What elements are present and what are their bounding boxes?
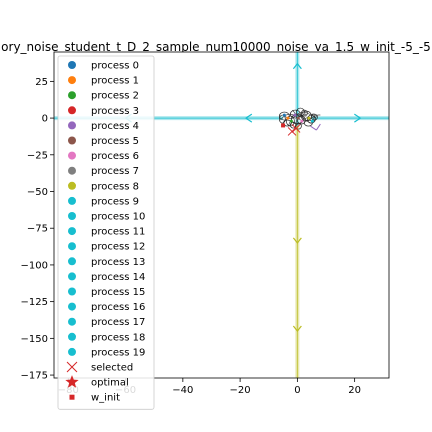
trajectory-loop [279,114,286,124]
series-arrow-0-1 [292,325,302,332]
legend-marker [65,375,79,388]
trajectory-loop [290,121,297,129]
legend-marker [68,302,76,311]
w-init-marker [281,123,286,128]
legend-label: process 17 [91,317,145,328]
legend-marker [68,227,76,236]
y-axis: 25 0 −25 −50 −75 −100 −125 −150 −175 [21,77,54,382]
legend-marker [68,91,76,100]
x-tick-label: −20 [230,385,251,396]
process-endpoint [286,116,290,120]
legend-box [57,55,155,410]
legend-marker [68,272,76,281]
legend-label: process 8 [91,181,139,192]
legend-label: process 3 [91,106,139,117]
x-tick-label: −40 [172,385,193,396]
trajectory-arrow [310,123,321,131]
legend-label: process 15 [91,287,145,298]
selected-marker [287,127,297,136]
legend-marker [68,212,76,220]
legend-marker [68,287,76,296]
legend-label: process 4 [91,121,139,132]
legend-marker [68,196,76,205]
y-tick-label: −50 [27,187,48,198]
legend-marker [68,61,76,69]
legend-marker [68,257,76,266]
legend-label: process 13 [91,257,145,268]
legend-marker [68,332,76,341]
series-arrow-h-3-0 [354,113,362,123]
legend-marker [68,317,76,326]
chart-title: ory_noise_student_t_D_2_sample_num10000_… [1,40,431,54]
process-endpoint [293,113,297,117]
cluster-layer [279,107,321,136]
legend-marker [69,394,75,400]
series-arrow-1-0 [292,62,302,70]
legend-marker [68,136,76,145]
trajectory-path [292,109,315,125]
legend-label: process 9 [91,196,139,207]
legend-label: process 14 [91,272,145,283]
legend-label: process 7 [91,166,139,177]
legend-label: process 0 [91,61,139,72]
legend-marker [68,242,76,251]
legend-label: process 18 [91,332,145,343]
trajectory-path [283,111,316,119]
legend-label: process 16 [91,302,145,313]
process-endpoint [282,113,286,117]
process-endpoint [303,113,307,117]
legend-label: w_init [91,393,120,404]
process-endpoint [296,116,300,120]
process-endpoint [307,116,311,120]
y-tick-label: −150 [21,334,48,345]
legend-marker [68,166,76,175]
legend-label: process 19 [91,347,145,358]
process-endpoint [310,119,314,123]
legend-label: process 11 [91,227,145,238]
x-tick-label: 0 [294,385,300,396]
legend-marker [68,121,76,130]
trajectory-path [280,113,321,122]
y-tick-label: −100 [21,260,48,271]
legend-label: selected [91,363,133,374]
legend-label: process 1 [91,76,139,87]
selected-marker [291,124,301,133]
legend: process 0 process 1 process 2 process 3 proc… [57,55,155,410]
y-tick-label: −75 [27,224,48,235]
legend-label: process 5 [91,136,139,147]
legend-marker [68,106,76,115]
series-arrow-0-0 [292,237,302,244]
y-tick-label: −25 [27,150,48,161]
legend-marker [68,151,76,160]
y-tick-label: 0 [42,114,48,125]
y-tick-label: −125 [21,297,48,308]
legend-marker [68,181,76,190]
series-arrow-h-2-1 [244,113,253,123]
legend-label: process 2 [91,91,139,102]
trajectory-loop [295,122,302,130]
legend-label: process 10 [91,212,145,223]
legend-marker [68,76,76,85]
y-tick-label: −175 [21,371,48,382]
legend-label: optimal [91,378,129,389]
legend-label: process 12 [91,242,145,253]
process-endpoint [289,119,293,123]
legend-marker [68,347,76,356]
plot-frame [53,51,390,379]
legend-marker [66,361,78,373]
y-tick-label: 25 [35,77,48,88]
legend-label: process 6 [91,151,139,162]
x-tick-label: 20 [348,385,361,396]
process-endpoint [300,119,304,123]
